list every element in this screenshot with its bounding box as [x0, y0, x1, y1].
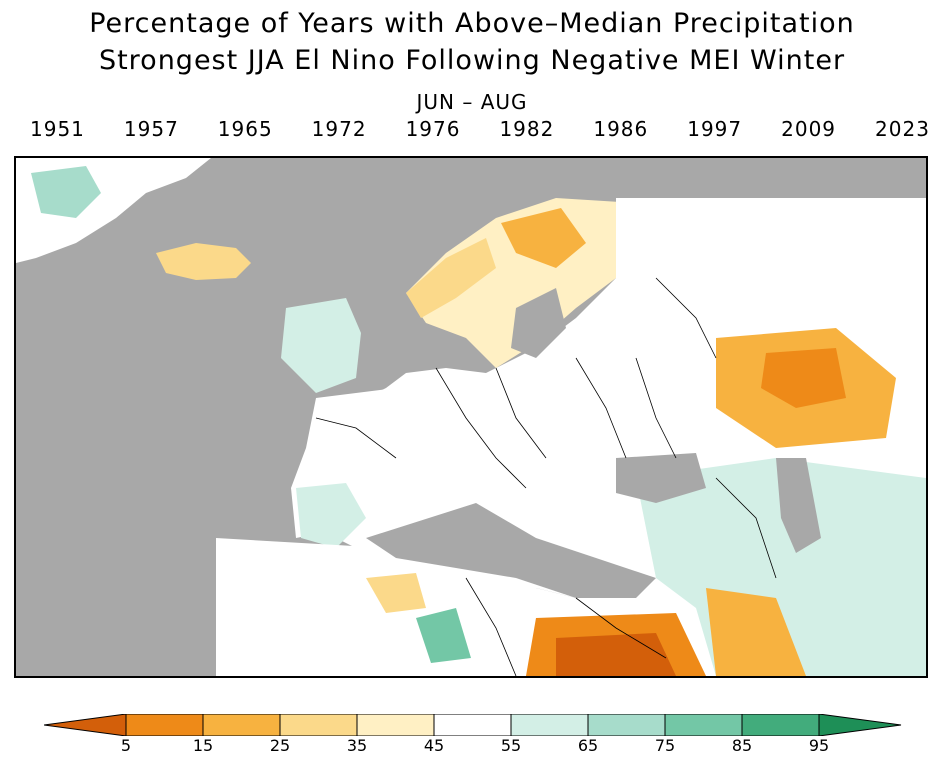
legend-tick-label: 35 [346, 736, 368, 755]
legend-segment [279, 714, 358, 736]
legend-tick-label: 45 [423, 736, 445, 755]
norway-coast-yellow [406, 238, 496, 318]
legend-tick-label: 85 [731, 736, 753, 755]
iceland-land [156, 243, 251, 280]
legend-tick-label: 95 [808, 736, 830, 755]
norway-orange [501, 208, 586, 268]
legend-segment [433, 714, 512, 736]
country-borders [315, 277, 777, 676]
year-label: 1997 [687, 117, 743, 141]
arabia-orange [706, 588, 806, 676]
uk-land [281, 298, 361, 393]
libya-green [416, 608, 471, 663]
year-label: 2009 [781, 117, 837, 141]
mediterranean-sea [366, 503, 656, 598]
algeria-yellow [366, 573, 426, 613]
legend-tick-label: 75 [654, 736, 676, 755]
year-label: 1951 [30, 117, 85, 141]
legend-segment [741, 714, 820, 736]
legend-tick-label: 15 [192, 736, 214, 755]
precipitation-map [14, 156, 928, 678]
map-title: Percentage of Years with Above–Median Pr… [89, 8, 855, 39]
legend-segment [356, 714, 435, 736]
year-label: 1986 [593, 117, 649, 141]
season-label: JUN – AUG [416, 90, 528, 114]
year-label: 1982 [499, 117, 555, 141]
russia-dark-orange [761, 348, 846, 408]
black-sea [616, 453, 706, 503]
legend-segment [202, 714, 281, 736]
year-label: 1976 [405, 117, 461, 141]
legend-tick-label: 5 [120, 736, 132, 755]
legend-tick-label: 25 [269, 736, 291, 755]
middle-east-land [636, 458, 926, 676]
legend-tick-label: 55 [500, 736, 522, 755]
legend-arrow-left [44, 714, 127, 736]
legend-segments [44, 714, 902, 736]
color-legend [44, 714, 902, 736]
year-label: 2023 [875, 117, 930, 141]
legend-tick-label: 65 [577, 736, 599, 755]
iberia-green-patch [296, 483, 366, 548]
map-canvas [16, 158, 926, 676]
scandinavia-land [406, 198, 656, 368]
caspian-sea [776, 458, 821, 553]
legend-segment [125, 714, 204, 736]
legend-arrow-right [818, 714, 902, 736]
map-subtitle: Strongest JJA El Nino Following Negative… [98, 45, 846, 76]
year-list: 1951 1957 1965 1972 1976 1982 1986 1997 … [30, 117, 930, 141]
legend-segment [664, 714, 743, 736]
baltic-sea [511, 288, 566, 358]
year-label: 1965 [217, 117, 273, 141]
greenland-green-patch [31, 166, 101, 218]
legend-segment [510, 714, 589, 736]
legend-segment [587, 714, 666, 736]
year-label: 1972 [311, 117, 367, 141]
year-label: 1957 [123, 117, 179, 141]
sahara-dark-orange [556, 633, 676, 676]
